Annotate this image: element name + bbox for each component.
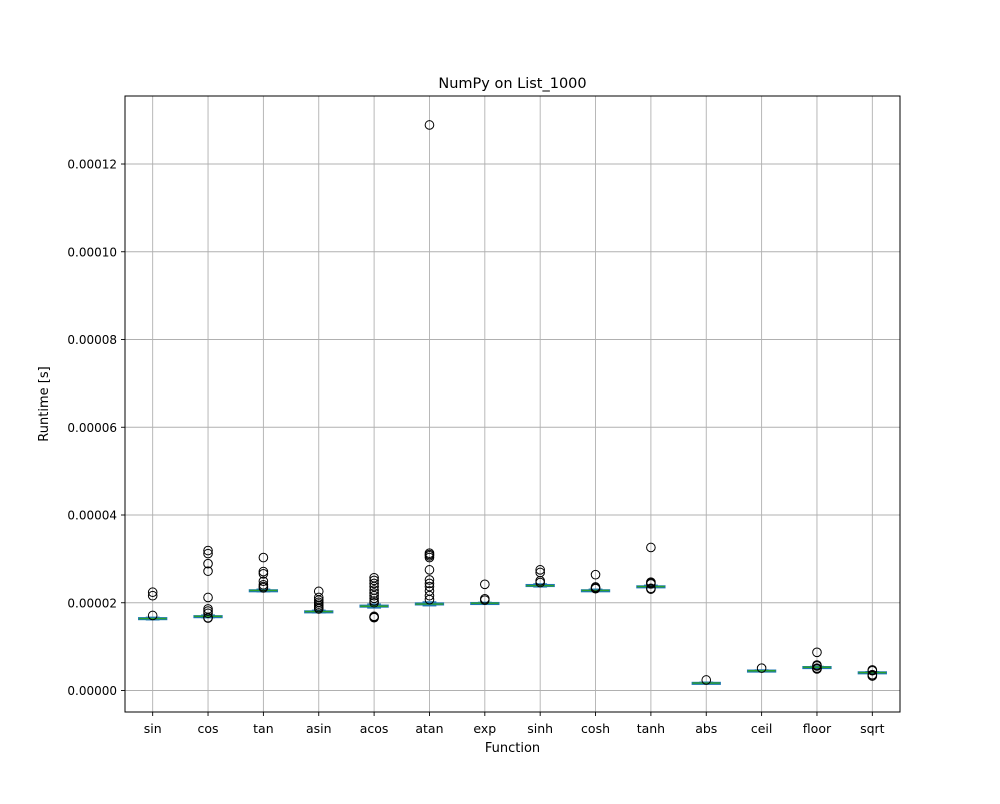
box-layer xyxy=(138,120,887,685)
box-ceil xyxy=(746,663,777,673)
outlier-point xyxy=(369,590,379,601)
outlier-point xyxy=(590,569,601,580)
outlier-point xyxy=(480,579,490,590)
box-cosh xyxy=(580,569,611,594)
outlier-point xyxy=(812,647,822,658)
outlier-point xyxy=(203,558,213,569)
outlier-point xyxy=(646,542,656,553)
outlier-point xyxy=(203,608,213,619)
outlier-point xyxy=(369,588,379,598)
box-acos xyxy=(359,572,389,623)
y-tick-label: 0.00000 xyxy=(67,684,117,698)
outlier-point xyxy=(812,664,822,674)
outlier-point xyxy=(424,552,435,563)
y-tick-label: 0.00010 xyxy=(67,245,117,259)
x-tick-label: ceil xyxy=(751,721,773,736)
outlier-point xyxy=(424,594,435,605)
grid-layer xyxy=(125,96,900,712)
y-tick-label: 0.00008 xyxy=(67,333,117,347)
x-tick-label: cos xyxy=(198,721,219,736)
outlier-point xyxy=(369,597,379,608)
outlier-point xyxy=(258,552,269,563)
x-tick-label: asin xyxy=(306,721,332,736)
outlier-point xyxy=(369,578,379,589)
box-tanh xyxy=(636,542,666,594)
outlier-point xyxy=(812,661,822,671)
x-tick-label: acos xyxy=(360,721,389,736)
outlier-point xyxy=(867,671,878,681)
tick-layer: 0.00000 0.00002 0.00004 0.00006 0.00008 0.000… xyxy=(67,158,884,736)
outlier-point xyxy=(424,565,435,575)
outlier-point xyxy=(369,593,379,604)
outlier-point xyxy=(867,665,878,676)
outlier-point xyxy=(258,568,269,579)
x-tick-label: tanh xyxy=(637,721,665,736)
y-tick-label: 0.00012 xyxy=(67,158,117,172)
outlier-point xyxy=(203,613,213,623)
box-atan xyxy=(414,120,445,607)
box-sin xyxy=(138,587,168,621)
outlier-point xyxy=(258,566,269,577)
outlier-point xyxy=(203,545,213,556)
outlier-point xyxy=(258,576,269,587)
y-tick-label: 0.00006 xyxy=(67,421,117,435)
outlier-point xyxy=(313,604,324,614)
outlier-point xyxy=(424,578,435,589)
outlier-point xyxy=(424,120,435,130)
box-abs xyxy=(691,675,721,685)
outlier-point xyxy=(424,590,435,601)
outlier-point xyxy=(147,590,158,601)
x-tick-label: floor xyxy=(803,721,832,736)
x-tick-label: sinh xyxy=(527,721,553,736)
outlier-point xyxy=(369,612,379,623)
outlier-point xyxy=(147,610,158,621)
x-axis-label: Function xyxy=(485,741,540,756)
outlier-point xyxy=(480,595,490,605)
outlier-point xyxy=(147,587,158,598)
y-tick-label: 0.00004 xyxy=(67,509,117,523)
box-sqrt xyxy=(857,665,887,681)
box-tan xyxy=(248,552,279,593)
y-tick-label: 0.00002 xyxy=(67,596,117,610)
x-tick-label: cosh xyxy=(581,721,610,736)
x-tick-label: sin xyxy=(144,721,162,736)
x-tick-label: sqrt xyxy=(860,721,885,736)
outlier-point xyxy=(535,565,545,575)
x-tick-label: exp xyxy=(473,721,496,736)
box-asin xyxy=(304,586,334,614)
outlier-point xyxy=(756,663,767,673)
chart-title: NumPy on List_1000 xyxy=(438,76,586,92)
outlier-point xyxy=(258,583,269,593)
outlier-point xyxy=(424,575,435,585)
outlier-point xyxy=(203,592,213,603)
outlier-point xyxy=(646,579,656,589)
x-tick-label: atan xyxy=(415,721,443,736)
outlier-point xyxy=(369,575,379,586)
outlier-point xyxy=(203,606,213,616)
outlier-point xyxy=(590,583,601,594)
box-sinh xyxy=(525,565,555,588)
outlier-point xyxy=(203,566,213,576)
outlier-point xyxy=(646,584,656,594)
y-axis-label: Runtime [s] xyxy=(37,366,52,441)
box-cos xyxy=(193,545,223,623)
outlier-point xyxy=(203,548,213,559)
box-exp xyxy=(470,579,500,606)
x-tick-label: tan xyxy=(253,721,273,736)
x-tick-label: abs xyxy=(695,721,717,736)
outlier-point xyxy=(369,581,379,592)
box-floor xyxy=(802,647,832,674)
plot-frame xyxy=(124,95,901,713)
outlier-point xyxy=(701,675,712,685)
outlier-point xyxy=(535,577,545,588)
outlier-point xyxy=(424,581,435,592)
